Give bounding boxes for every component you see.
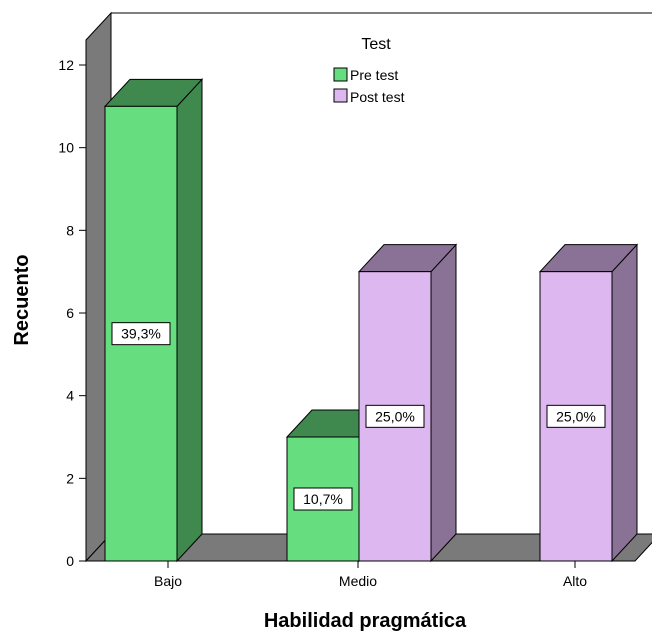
y-tick-label: 8 <box>66 222 74 238</box>
data-label-box <box>293 487 353 511</box>
y-tick-label: 4 <box>66 388 74 404</box>
data-label: 25,0% <box>556 408 596 424</box>
bar-post-test-alto-side <box>611 243 638 563</box>
y-tick-label: 0 <box>66 553 74 569</box>
y-tick-label: 6 <box>66 305 74 321</box>
x-axis-title: Habilidad pragmática <box>264 610 467 632</box>
legend-title: Test <box>361 36 391 53</box>
y-tick-label: 2 <box>66 470 74 486</box>
x-tick-label: Alto <box>563 573 587 589</box>
data-label-box <box>546 404 606 428</box>
data-label: 39,3% <box>121 326 161 342</box>
legend: Test Pre test Post test <box>333 36 405 105</box>
data-label-box <box>365 404 425 428</box>
bar-pre-test-bajo-side <box>176 78 203 563</box>
chart-axes: 0 2 4 6 8 10 12 Bajo Medio Alto <box>58 40 635 589</box>
y-axis-title: Recuento <box>11 254 33 345</box>
legend-swatch-post-test <box>333 88 348 103</box>
data-label-box <box>111 322 171 346</box>
legend-swatch-pre-test <box>333 67 348 82</box>
bar-post-test-medio-side <box>430 243 457 563</box>
chart-bars <box>103 78 639 563</box>
legend-label-post-test: Post test <box>350 89 405 105</box>
y-tick-label: 10 <box>58 140 74 156</box>
data-label: 25,0% <box>375 408 415 424</box>
chart-data-labels: 39,3% 10,7% 25,0% 25,0% <box>111 322 606 511</box>
data-label: 10,7% <box>303 491 343 507</box>
legend-label-pre-test: Pre test <box>350 67 398 83</box>
y-tick-label: 12 <box>58 57 74 73</box>
x-tick-label: Bajo <box>154 573 182 589</box>
x-tick-label: Medio <box>339 573 377 589</box>
